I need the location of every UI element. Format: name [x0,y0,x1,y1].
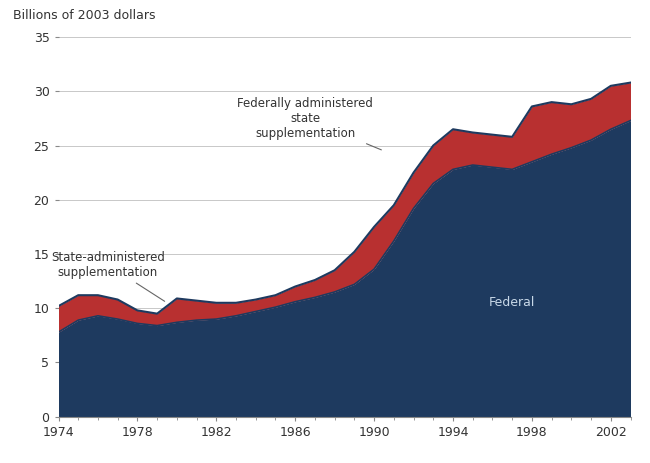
Text: Billions of 2003 dollars: Billions of 2003 dollars [13,9,155,22]
Text: Federally administered
state
supplementation: Federally administered state supplementa… [237,97,382,150]
Text: State-administered
supplementation: State-administered supplementation [51,251,164,301]
Text: Federal: Federal [489,296,536,309]
